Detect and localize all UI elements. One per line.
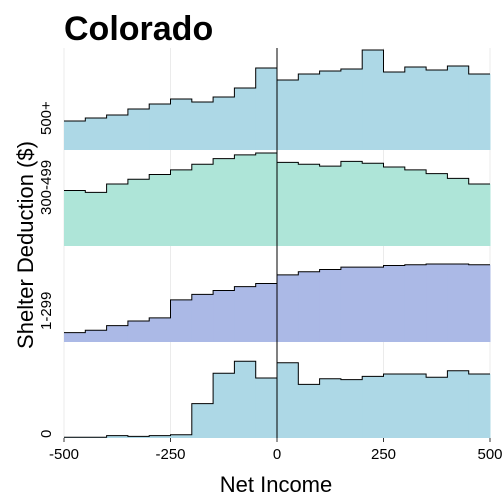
bar: [149, 317, 171, 342]
bar: [106, 325, 129, 342]
bar: [277, 162, 299, 246]
bar: [404, 374, 427, 438]
bar: [319, 71, 342, 150]
bar: [277, 80, 299, 150]
bar: [234, 361, 257, 438]
bar: [127, 320, 150, 342]
bar: [298, 164, 321, 246]
panel-label: 0: [38, 430, 55, 438]
bar: [426, 173, 448, 246]
x-tick-label: 500: [477, 446, 502, 463]
bar: [64, 121, 86, 150]
bar: [298, 271, 321, 342]
bar: [447, 264, 470, 342]
bar: [149, 435, 171, 438]
bar: [106, 183, 129, 246]
panel-2: [64, 152, 491, 246]
bar: [340, 69, 363, 150]
bar: [85, 330, 108, 342]
bar: [85, 192, 108, 246]
bar: [468, 374, 491, 438]
panel-3: [64, 263, 491, 342]
bar: [213, 97, 235, 150]
y-axis-title: Shelter Deduction ($): [13, 141, 38, 349]
bar: [383, 265, 406, 342]
bar: [64, 332, 86, 342]
bar: [127, 109, 150, 150]
bar: [468, 264, 491, 342]
bar: [106, 115, 129, 150]
x-axis-title: Net Income: [220, 472, 333, 497]
chart-title: Colorado: [64, 10, 213, 48]
bar: [191, 294, 214, 342]
bar: [213, 290, 235, 342]
x-tick-label: -500: [49, 446, 79, 463]
bar: [426, 70, 448, 150]
bar: [468, 183, 491, 246]
bar: [426, 264, 448, 342]
bar: [255, 283, 278, 342]
bar: [319, 269, 342, 342]
bar: [319, 166, 342, 246]
bar: [191, 164, 214, 246]
panel-4: [64, 360, 491, 438]
bar: [340, 379, 363, 438]
bar: [255, 152, 278, 246]
panel-label: 500+: [38, 101, 55, 135]
bar: [298, 74, 321, 150]
bar: [447, 66, 470, 150]
bar: [127, 179, 150, 246]
bar: [127, 436, 150, 438]
bar: [362, 267, 384, 342]
bar: [213, 373, 235, 438]
bar: [234, 88, 257, 150]
bar: [106, 435, 129, 438]
panels: [64, 49, 491, 438]
bar: [191, 102, 214, 150]
bar: [170, 299, 193, 342]
panel-labels: 500+ 300-499 1-299 0: [38, 101, 55, 438]
bar: [383, 374, 406, 438]
bar: [64, 190, 86, 246]
bar: [426, 377, 448, 438]
x-axis: -500 -250 0 250 500: [49, 438, 503, 463]
bar: [404, 169, 427, 246]
x-tick-label: 250: [371, 446, 396, 463]
bar: [234, 286, 257, 342]
bar: [191, 403, 214, 438]
bar: [170, 99, 193, 150]
bar: [85, 118, 108, 150]
bar: [277, 362, 299, 438]
bar: [383, 72, 406, 150]
bar: [340, 267, 363, 342]
bar: [213, 158, 235, 246]
bar: [362, 50, 384, 150]
bar: [234, 154, 257, 246]
series-outline: [64, 263, 490, 334]
bar: [149, 174, 171, 246]
bar: [447, 370, 470, 438]
bar: [255, 68, 278, 150]
bar: [362, 163, 384, 246]
bar: [447, 178, 470, 246]
bar: [277, 274, 299, 342]
bar: [255, 378, 278, 438]
x-tick-label: -250: [155, 446, 185, 463]
bar: [404, 67, 427, 150]
bar: [383, 167, 406, 246]
x-tick-label: 0: [273, 446, 281, 463]
bar: [362, 376, 384, 438]
bar: [170, 434, 193, 438]
bar: [340, 161, 363, 246]
bar: [149, 104, 171, 150]
panel-label: 1-299: [38, 292, 55, 330]
panel-label: 300-499: [38, 160, 55, 215]
bar: [319, 378, 342, 438]
bar: [170, 169, 193, 246]
bar: [298, 384, 321, 438]
bar: [468, 74, 491, 150]
bar: [404, 264, 427, 342]
